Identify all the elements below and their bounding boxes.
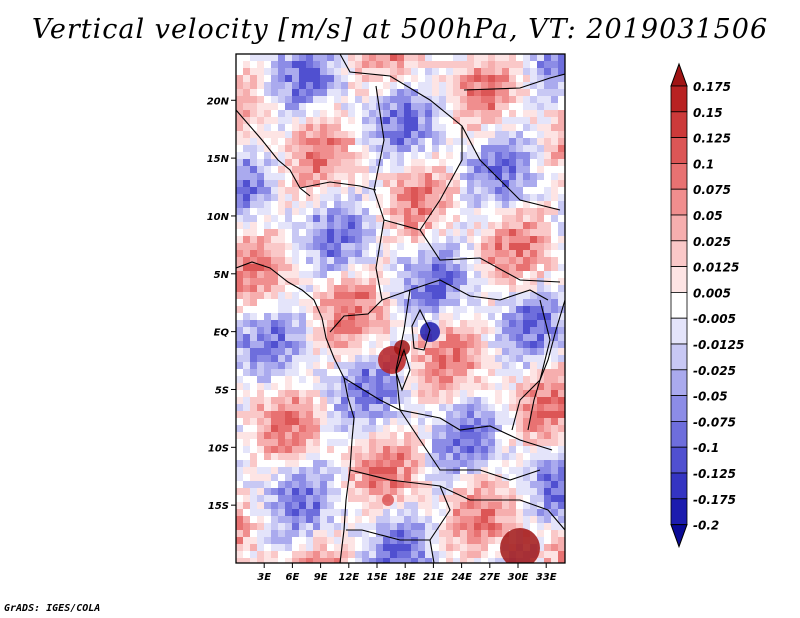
colorbar-label: 0.05: [693, 209, 723, 223]
border-line: [463, 73, 565, 91]
border-line: [439, 485, 565, 531]
border-line: [461, 125, 561, 211]
x-tick-label: 24E: [451, 572, 472, 583]
y-tick-label: EQ: [214, 328, 230, 339]
colorbar-swatch: [670, 317, 688, 345]
border-line: [329, 85, 385, 333]
border-line: [429, 539, 435, 563]
lake-outline: [395, 348, 411, 392]
colorbar-label: -0.175: [693, 493, 736, 507]
colorbar: 0.175 0.15 0.125 0.1 0.075 0.05 0.025 0.0125 0.0…: [670, 62, 744, 549]
y-tick-label: 20N: [207, 96, 230, 107]
colorbar-swatch: [670, 240, 688, 268]
colorbar-bottom-arrow: [670, 524, 688, 549]
colorbar-label: 0.1: [693, 157, 714, 171]
map-frame: [235, 53, 566, 564]
lake-outline: [411, 308, 431, 351]
colorbar-label: 0.005: [693, 286, 731, 300]
colorbar-swatch: [670, 343, 688, 371]
x-tick-label: 9E: [314, 572, 328, 583]
colorbar-swatch: [670, 498, 688, 525]
border-line: [395, 289, 553, 451]
colorbar-label: -0.0125: [693, 338, 744, 352]
colorbar-swatch: [670, 137, 688, 164]
colorbar-label: -0.025: [693, 364, 736, 378]
y-tick-label: 15S: [208, 501, 229, 512]
coastline-east: [527, 299, 565, 431]
border-line: [299, 181, 377, 191]
x-tick-label: 18E: [395, 572, 416, 583]
velocity-field: [236, 54, 565, 563]
x-tick-label: 30E: [508, 572, 529, 583]
colorbar-label: -0.075: [693, 415, 736, 429]
colorbar-label: 0.125: [693, 132, 731, 146]
colorbar-swatch: [670, 395, 688, 422]
colorbar-label: -0.2: [693, 519, 719, 533]
colorbar-swatch: [670, 369, 688, 396]
colorbar-label: 0.025: [693, 235, 731, 249]
grads-credit: GrADS: IGES/COLA: [4, 603, 101, 614]
x-tick-label: 21E: [423, 572, 444, 583]
border-line: [346, 469, 451, 541]
colorbar-label: -0.1: [693, 441, 719, 455]
x-tick-label: 27E: [479, 572, 500, 583]
coastline-west: [236, 261, 355, 563]
colorbar-swatch: [670, 214, 688, 242]
x-tick-label: 6E: [286, 572, 300, 583]
x-tick-label: 3E: [257, 572, 271, 583]
y-axis: 20N 15N 10N 5N EQ 5S 10S 15S: [207, 96, 236, 512]
colorbar-top-arrow: [670, 62, 688, 87]
colorbar-swatch: [670, 188, 688, 216]
y-tick-label: 15N: [207, 154, 230, 165]
colorbar-label: 0.075: [693, 183, 731, 197]
border-line: [339, 54, 463, 231]
colorbar-label: 0.0125: [693, 261, 739, 275]
chart-title: Vertical velocity [m/s] at 500hPa, VT: 2…: [31, 14, 769, 45]
x-axis: 3E 6E 9E 12E 15E 18E 21E 24E 27E 30E 33E: [257, 563, 557, 583]
colorbar-swatch: [670, 266, 688, 293]
colorbar-label: 0.175: [693, 80, 731, 94]
x-tick-label: 33E: [536, 572, 557, 583]
colorbar-swatch: [670, 85, 688, 113]
colorbar-swatch: [670, 162, 688, 190]
colorbar-label: -0.05: [693, 390, 728, 404]
x-tick-label: 12E: [338, 572, 359, 583]
y-tick-label: 5N: [214, 270, 230, 281]
colorbar-swatch: [670, 291, 688, 319]
colorbar-swatch: [670, 111, 688, 139]
colorbar-label: -0.125: [693, 467, 736, 481]
colorbar-swatch: [670, 420, 688, 448]
colorbar-label: -0.005: [693, 312, 736, 326]
country-borders: [236, 54, 565, 563]
border-line: [343, 377, 541, 481]
colorbar-swatch: [670, 472, 688, 500]
border-line: [383, 219, 561, 283]
y-tick-label: 5S: [215, 385, 229, 396]
colorbar-swatch: [670, 446, 688, 474]
y-tick-label: 10S: [208, 443, 229, 454]
x-tick-label: 15E: [367, 572, 388, 583]
border-line: [236, 109, 311, 197]
colorbar-label: 0.15: [693, 106, 723, 120]
y-tick-label: 10N: [207, 212, 230, 223]
